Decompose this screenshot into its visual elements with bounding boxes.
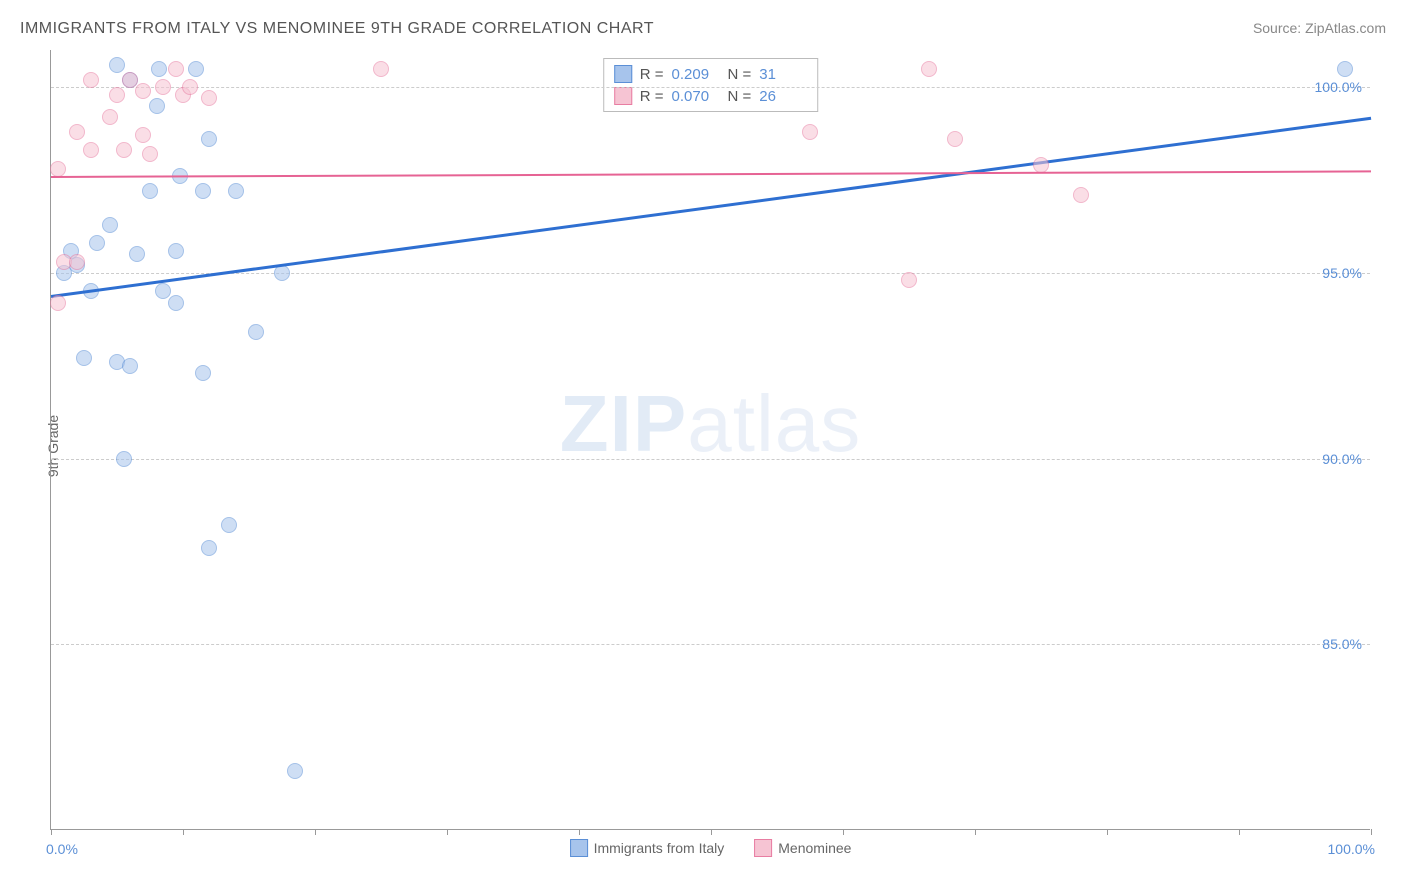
watermark-light: atlas [687,379,861,468]
n-value-menominee: 26 [759,88,807,105]
scatter-point [122,358,138,374]
scatter-point [83,142,99,158]
scatter-point [102,217,118,233]
scatter-point [168,243,184,259]
n-value-italy: 31 [759,66,807,83]
scatter-point [201,90,217,106]
scatter-point [142,146,158,162]
gridline [51,459,1370,460]
scatter-point [129,246,145,262]
x-tick [711,829,712,835]
swatch-menominee [614,87,632,105]
legend-label-italy: Immigrants from Italy [594,840,725,856]
scatter-point [155,283,171,299]
scatter-point [921,61,937,77]
scatter-point [1073,187,1089,203]
scatter-point [373,61,389,77]
scatter-point [142,183,158,199]
scatter-point [802,124,818,140]
trend-line [51,117,1371,298]
stats-row-italy: R = 0.209 N = 31 [614,63,808,85]
x-tick [579,829,580,835]
scatter-point [83,72,99,88]
scatter-point [69,124,85,140]
x-tick [183,829,184,835]
scatter-point [221,517,237,533]
r-label: R = [640,66,664,83]
scatter-point [195,183,211,199]
scatter-point [188,61,204,77]
y-tick-label: 85.0% [1322,636,1362,652]
x-tick [843,829,844,835]
scatter-point [201,131,217,147]
gridline [51,87,1370,88]
scatter-point [1033,157,1049,173]
scatter-point [201,540,217,556]
scatter-point [116,142,132,158]
legend-label-menominee: Menominee [778,840,851,856]
y-tick-label: 100.0% [1315,79,1362,95]
swatch-menominee [754,839,772,857]
r-label: R = [640,88,664,105]
n-label: N = [728,88,752,105]
scatter-point [168,295,184,311]
scatter-point [89,235,105,251]
chart-title: IMMIGRANTS FROM ITALY VS MENOMINEE 9TH G… [20,20,654,38]
scatter-point [274,265,290,281]
stats-row-menominee: R = 0.070 N = 26 [614,85,808,107]
scatter-point [182,79,198,95]
y-tick-label: 95.0% [1322,265,1362,281]
scatter-point [149,98,165,114]
scatter-point [135,127,151,143]
trend-line [51,171,1371,179]
r-value-menominee: 0.070 [672,88,720,105]
scatter-point [109,87,125,103]
scatter-point [116,451,132,467]
scatter-point [122,72,138,88]
legend-item-menominee: Menominee [754,839,851,857]
scatter-point [76,350,92,366]
bottom-legend: Immigrants from Italy Menominee [570,839,852,857]
scatter-point [109,57,125,73]
r-value-italy: 0.209 [672,66,720,83]
scatter-point [1337,61,1353,77]
gridline [51,644,1370,645]
scatter-point [287,763,303,779]
scatter-point [901,272,917,288]
scatter-point [69,254,85,270]
scatter-plot-area: ZIPatlas R = 0.209 N = 31 R = 0.070 N = … [50,50,1370,830]
x-tick [1107,829,1108,835]
y-tick-label: 90.0% [1322,451,1362,467]
x-tick [975,829,976,835]
scatter-point [50,295,66,311]
source-attribution: Source: ZipAtlas.com [1253,20,1386,36]
x-tick [315,829,316,835]
gridline [51,273,1370,274]
x-tick [447,829,448,835]
scatter-point [135,83,151,99]
watermark: ZIPatlas [560,378,861,470]
scatter-point [151,61,167,77]
stats-legend-box: R = 0.209 N = 31 R = 0.070 N = 26 [603,58,819,112]
x-axis-min-label: 0.0% [46,841,78,857]
x-tick [1371,829,1372,835]
scatter-point [195,365,211,381]
legend-item-italy: Immigrants from Italy [570,839,725,857]
scatter-point [102,109,118,125]
x-tick [1239,829,1240,835]
scatter-point [155,79,171,95]
x-axis-max-label: 100.0% [1328,841,1375,857]
scatter-point [947,131,963,147]
scatter-point [248,324,264,340]
n-label: N = [728,66,752,83]
watermark-bold: ZIP [560,379,687,468]
swatch-italy [614,65,632,83]
swatch-italy [570,839,588,857]
scatter-point [168,61,184,77]
scatter-point [228,183,244,199]
scatter-point [50,161,66,177]
x-tick [51,829,52,835]
